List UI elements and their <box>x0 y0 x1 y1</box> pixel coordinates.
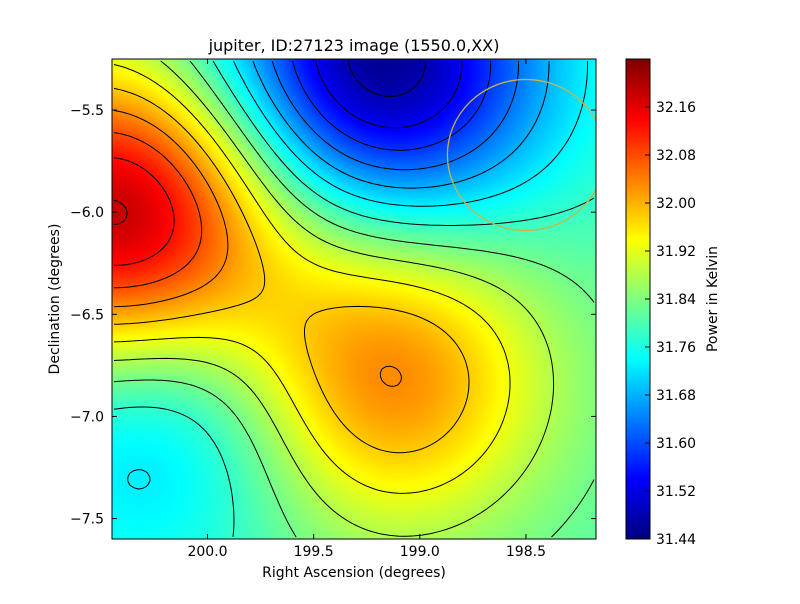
colorbar-tick-label: 32.08 <box>656 148 696 164</box>
y-tick-label: −7.5 <box>70 512 104 528</box>
y-axis-ticks: −5.5 −6.0 −6.5 −7.0 −7.5 <box>70 103 596 528</box>
colorbar-label: Power in Kelvin <box>705 246 721 352</box>
y-axis-label: Declination (degrees) <box>47 224 63 375</box>
contour-12 <box>113 132 203 289</box>
contour-8 <box>113 60 555 537</box>
contour-9 <box>113 64 511 494</box>
x-axis-label: Right Ascension (degrees) <box>262 565 446 581</box>
colorbar-tick-label: 31.92 <box>656 244 696 260</box>
x-tick-label: 199.5 <box>294 544 334 560</box>
contour-11 <box>113 110 402 387</box>
contour-7 <box>113 60 595 538</box>
source-circle <box>446 78 596 232</box>
contour-4 <box>252 60 550 189</box>
chart-title: jupiter, ID:27123 image (1550.0,XX) <box>208 36 500 55</box>
colorbar-tick-label: 31.68 <box>656 388 696 404</box>
contour-10 <box>113 87 470 454</box>
y-tick-label: −6.0 <box>70 205 104 221</box>
colorbar-tick-label: 31.52 <box>656 484 696 500</box>
contour-1 <box>315 60 463 129</box>
heatmap-image <box>112 59 596 539</box>
x-tick-label: 200.0 <box>187 544 227 560</box>
contour-3 <box>271 60 519 171</box>
colorbar-tick-label: 31.84 <box>656 292 696 308</box>
y-tick-label: −5.5 <box>70 103 104 119</box>
x-axis-ticks: 200.0 199.5 199.0 198.5 <box>187 59 546 560</box>
colorbar-tick-label: 32.16 <box>656 100 696 116</box>
y-tick-label: −6.5 <box>70 307 104 323</box>
contour-13 <box>113 157 175 266</box>
contour-lines <box>113 60 595 538</box>
contour-14 <box>113 200 128 225</box>
x-tick-label: 199.0 <box>400 544 440 560</box>
contour-5 <box>127 60 588 490</box>
colorbar-ticks: 32.16 32.08 32.00 31.92 31.84 31.76 31.68 31.60… <box>645 100 696 548</box>
plot-frame <box>111 58 597 540</box>
colorbar-tick-label: 31.76 <box>656 340 696 356</box>
contour-2 <box>292 60 492 151</box>
contour-6 <box>113 60 595 538</box>
colorbar-tick-label: 31.44 <box>656 532 696 548</box>
x-tick-label: 198.5 <box>506 544 546 560</box>
colorbar-tick-label: 32.00 <box>656 196 696 212</box>
contour-0 <box>347 60 426 97</box>
colorbar-tick-label: 31.60 <box>656 436 696 452</box>
y-tick-label: −7.0 <box>70 409 104 425</box>
